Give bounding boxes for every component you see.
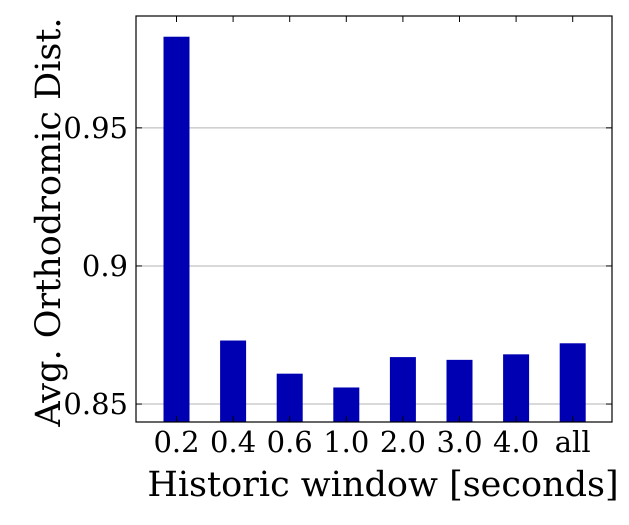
- bar-3.0: [446, 359, 473, 422]
- x-tick-label: 1.0: [323, 425, 369, 459]
- y-tick-label: 0.85: [63, 387, 128, 421]
- y-axis-ticks: 0.85 0.9 0.95: [63, 111, 612, 421]
- x-tick-label: all: [555, 425, 591, 459]
- bars: [163, 36, 586, 422]
- y-tick-label: 0.95: [63, 111, 128, 145]
- plot-frame: [135, 15, 613, 423]
- gridlines: [136, 127, 612, 405]
- x-axis-ticks: 0.2 0.4 0.6 1.0 2.0 3.0 4.0 all: [153, 16, 591, 459]
- x-tick-label: 4.0: [493, 425, 539, 459]
- bar-all: [559, 343, 586, 422]
- x-tick-label: 0.4: [210, 425, 256, 459]
- x-tick-label: 0.2: [153, 425, 199, 459]
- bar-0.6: [276, 373, 303, 422]
- x-axis-label: Historic window [seconds]: [147, 465, 618, 505]
- x-tick-label: 3.0: [436, 425, 482, 459]
- bar-4.0: [503, 354, 530, 422]
- x-tick-label: 2.0: [380, 425, 426, 459]
- y-tick-label: 0.9: [82, 249, 128, 283]
- bar-0.4: [220, 340, 247, 422]
- y-axis-label: Avg. Orthodromic Dist.: [29, 17, 69, 427]
- bar-0.2: [163, 36, 190, 422]
- x-tick-label: 0.6: [267, 425, 313, 459]
- bar-2.0: [389, 357, 416, 422]
